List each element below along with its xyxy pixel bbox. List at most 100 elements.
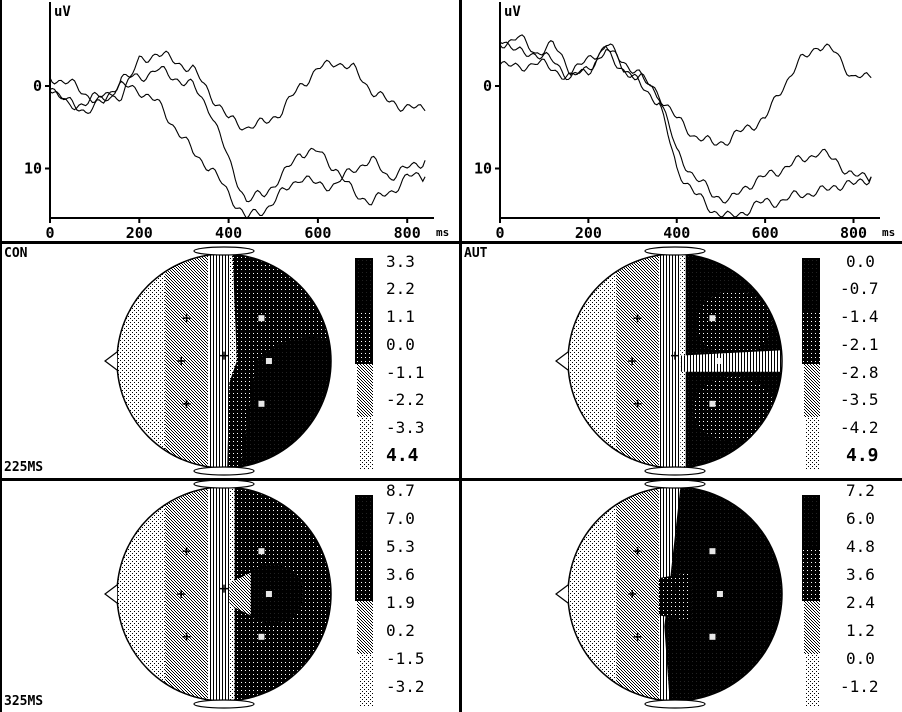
y-axis-label: uV: [504, 4, 521, 20]
electrode-marker: [633, 547, 642, 556]
x-tick-label: 400: [215, 224, 242, 241]
scalp-map: [117, 487, 331, 701]
legend-swatch: [357, 390, 373, 417]
ear-bottom: [193, 699, 255, 709]
electrode-marker: [628, 357, 637, 365]
divider-horizontal-mid: [0, 478, 902, 481]
legend-swatch: [802, 548, 820, 575]
ear-top: [193, 481, 255, 489]
electrode-marker: [633, 632, 642, 641]
legend-value: -4.2: [840, 418, 879, 437]
legend-swatch: [359, 654, 373, 681]
electrode-marker: [265, 358, 272, 364]
legend-value: -2.2: [386, 390, 425, 409]
electrode-marker: [671, 351, 679, 360]
electrode-marker: [258, 400, 265, 407]
nose-marker: [555, 584, 569, 604]
legend-swatch: [802, 337, 820, 364]
electrode-marker: [709, 633, 716, 640]
series-line-1: [49, 50, 426, 131]
topomap-con-225: [104, 246, 373, 476]
electrode-marker: [220, 584, 228, 593]
nose-marker: [555, 351, 569, 371]
nose-marker: [104, 351, 118, 371]
divider-vertical: [459, 0, 462, 712]
legend-value: 2.2: [386, 279, 415, 298]
y-tick-label: 0: [33, 77, 42, 95]
legend-value: 4.8: [846, 537, 875, 556]
waveform-plot-left: 0 200 400 600 800 ms 0 10 uV: [24, 2, 449, 241]
legend-swatch: [359, 417, 373, 444]
electrode-marker: [716, 358, 723, 364]
electrode-marker: [258, 315, 265, 322]
x-tick-label: 200: [126, 224, 153, 241]
legend-swatch: [804, 390, 820, 417]
ear-top: [193, 246, 255, 256]
scalp-map: [568, 254, 782, 468]
legend-value: 1.2: [846, 621, 875, 640]
time-label-225: 225MS: [4, 460, 44, 475]
legend-swatch: [355, 337, 373, 364]
electrode-marker: [182, 547, 191, 556]
legend-value: 3.6: [386, 565, 415, 584]
electrode-marker: [258, 633, 265, 640]
map-label-con: CON: [4, 246, 28, 261]
legend-value: 7.0: [386, 509, 415, 528]
series-line-3: [49, 80, 426, 220]
electrode-marker: [633, 314, 642, 323]
y-tick-label: 10: [474, 160, 492, 178]
series-line-3: [499, 49, 872, 218]
electrode-marker: [182, 399, 191, 408]
map-label-aut: AUT: [464, 246, 488, 261]
legend-swatch: [806, 443, 820, 470]
legend-value: 4.4: [386, 445, 419, 466]
waveform-plot-right: 0 200 400 600 800 ms 0 10 uV: [474, 2, 895, 241]
x-unit-label: ms: [882, 226, 895, 239]
legend-swatch: [802, 495, 820, 522]
x-tick-label: 800: [840, 224, 867, 241]
legend-swatch: [806, 680, 820, 707]
legend-value: 6.0: [846, 509, 875, 528]
legend-swatch: [355, 311, 373, 338]
electrode-marker: [182, 632, 191, 641]
legend-value: 1.9: [386, 593, 415, 612]
legend-value: 5.3: [386, 537, 415, 556]
legend-value: 1.1: [386, 307, 415, 326]
legend-value: -0.7: [840, 279, 879, 298]
legend-value: 3.6: [846, 565, 875, 584]
scalp-map: [117, 254, 331, 468]
ear-bottom: [644, 466, 706, 476]
legend-value: -3.5: [840, 390, 879, 409]
legend-value: 0.2: [386, 621, 415, 640]
electrode-marker: [633, 399, 642, 408]
ear-bottom: [193, 466, 255, 476]
legend-swatch: [355, 521, 373, 548]
legend-swatch: [355, 548, 373, 575]
legend-value: -3.3: [386, 418, 425, 437]
series-line-1: [499, 34, 872, 146]
legend-value: 0.0: [846, 252, 875, 271]
ear-top: [644, 246, 706, 256]
y-axis-label: uV: [54, 4, 71, 20]
electrode-marker: [709, 315, 716, 322]
topomap-aut-225: [555, 246, 820, 476]
y-tick-label: 0: [483, 77, 492, 95]
electrode-marker: [671, 584, 679, 593]
legend-value: 4.9: [846, 445, 879, 466]
legend-swatch: [355, 574, 373, 601]
legend-swatch: [355, 258, 373, 285]
legend-swatch: [355, 495, 373, 522]
x-tick-label: 0: [45, 224, 54, 241]
scalp-map: [568, 487, 782, 701]
legend-swatch: [802, 521, 820, 548]
time-label-325: 325MS: [4, 694, 44, 709]
electrode-marker: [709, 400, 716, 407]
nose-marker: [104, 584, 118, 604]
legend-swatch: [802, 258, 820, 285]
legend-swatch: [357, 627, 373, 654]
x-tick-label: 400: [663, 224, 690, 241]
legend-value: -1.2: [840, 677, 879, 696]
legend-swatch: [802, 311, 820, 338]
electrode-marker: [177, 357, 186, 365]
divider-horizontal-top: [0, 241, 902, 244]
